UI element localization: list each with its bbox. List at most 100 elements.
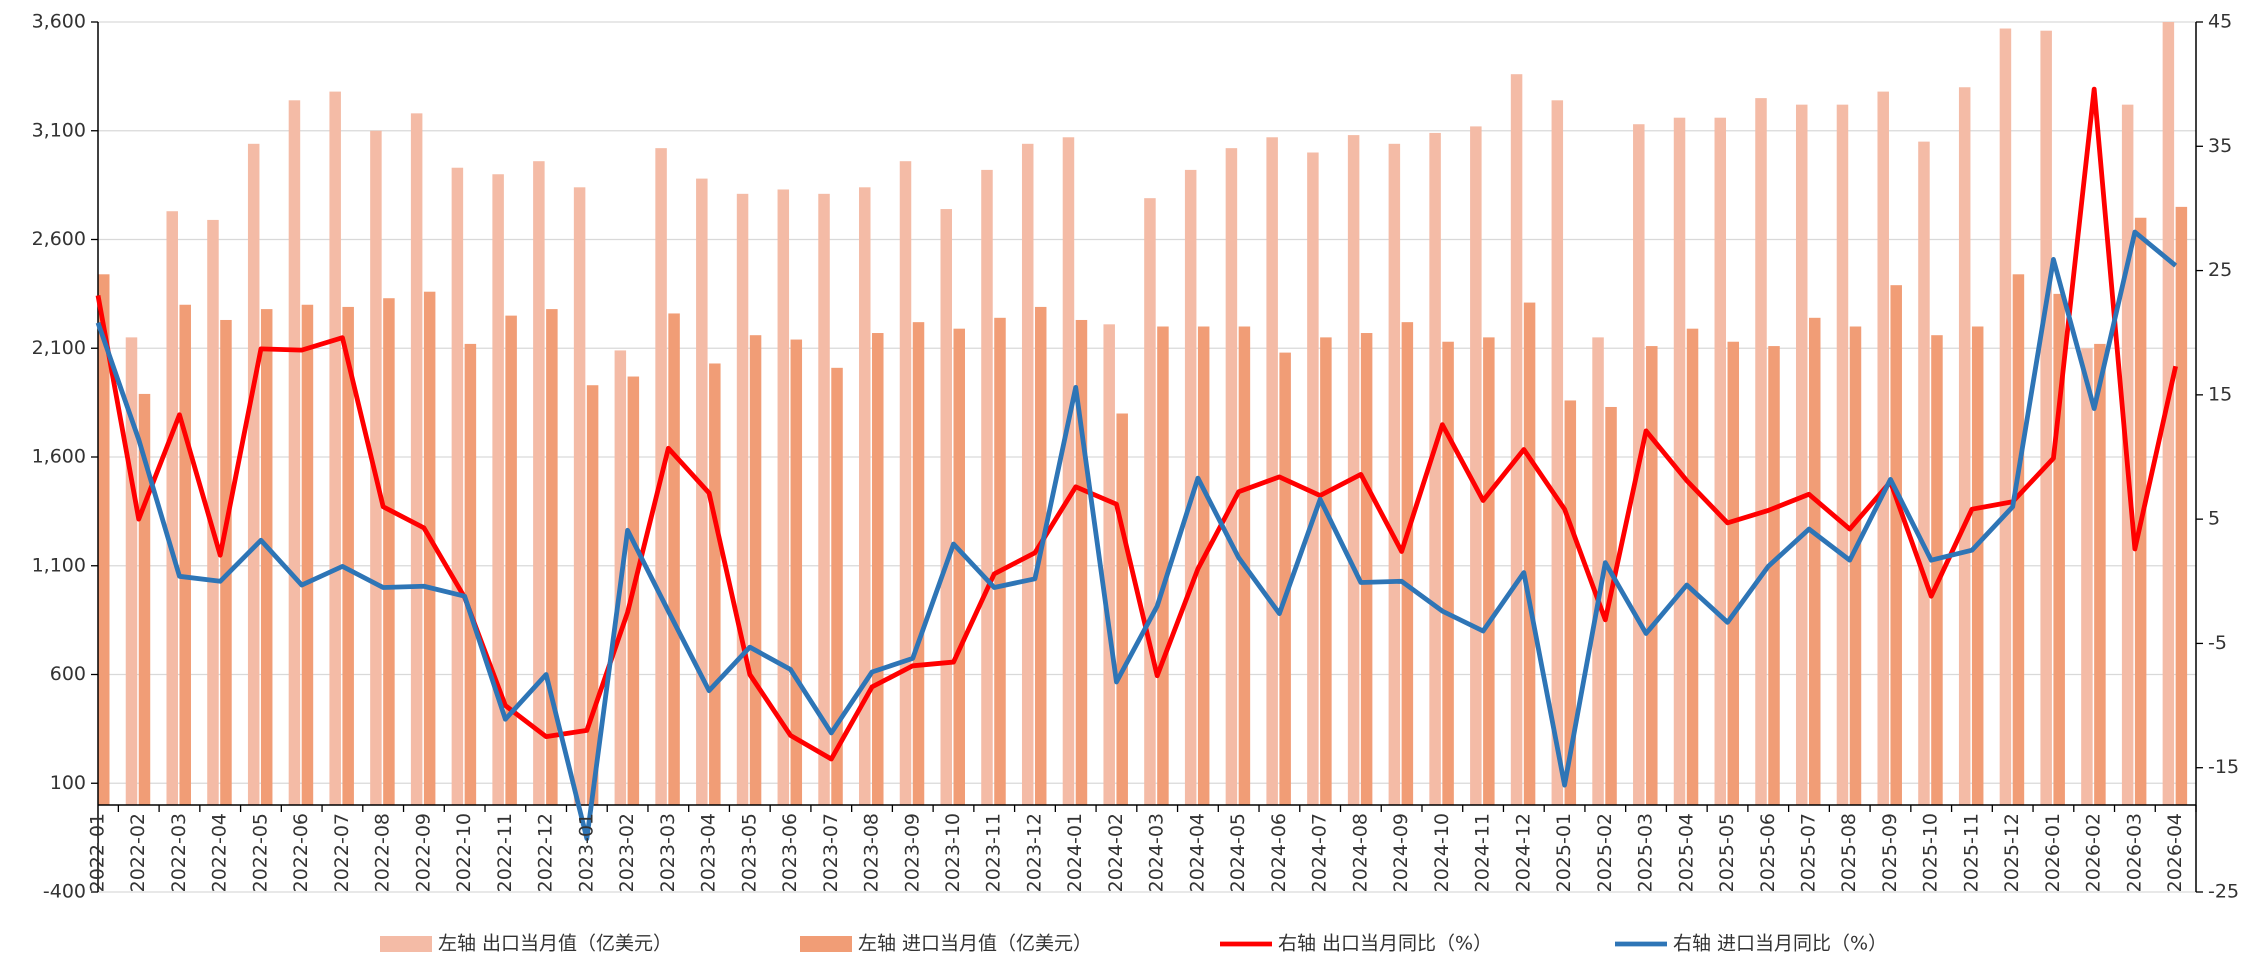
- x-tick-label: 2022-07: [331, 813, 353, 892]
- bar: [1021, 143, 1034, 806]
- bar: [1510, 74, 1523, 805]
- bar: [1931, 335, 1943, 805]
- bar: [2175, 206, 2188, 805]
- bar: [1605, 406, 1617, 805]
- x-tick-label: 2026-01: [2042, 813, 2064, 892]
- bar: [288, 100, 301, 806]
- bar: [994, 317, 1006, 805]
- bar: [1727, 341, 1740, 805]
- x-tick-label: 2026-04: [2164, 813, 2186, 892]
- bar: [533, 161, 545, 805]
- x-tick-label: 2025-09: [1879, 813, 1901, 892]
- x-tick-label: 2026-03: [2123, 813, 2145, 892]
- bar: [1320, 337, 1332, 805]
- bar: [818, 193, 830, 805]
- bar: [1116, 413, 1128, 805]
- bar: [777, 189, 790, 806]
- bar: [1592, 337, 1604, 805]
- bar: [1062, 137, 1075, 805]
- x-tick-label: 2022-02: [127, 813, 149, 892]
- bar: [1551, 100, 1564, 806]
- legend-label: 左轴 进口当月值（亿美元）: [858, 933, 1092, 955]
- x-tick-label: 2023-11: [983, 813, 1005, 892]
- x-tick-label: 2025-10: [1920, 813, 1942, 892]
- x-tick-label: 2024-12: [1512, 813, 1534, 892]
- x-tick-label: 2025-11: [1960, 813, 1982, 892]
- x-tick-label: 2024-03: [1146, 813, 1168, 892]
- bar: [2012, 274, 2025, 805]
- bar: [790, 339, 803, 805]
- bar: [1808, 317, 1821, 805]
- x-tick-label: 2022-09: [412, 813, 434, 892]
- bar: [1686, 328, 1699, 805]
- bar: [342, 306, 354, 805]
- x-tick-label: 2023-03: [657, 813, 679, 892]
- bar: [138, 393, 151, 805]
- x-tick-label: 2024-08: [1349, 813, 1371, 892]
- bar: [383, 298, 395, 805]
- bar: [166, 211, 178, 806]
- y2-tick-label: 15: [2208, 383, 2232, 405]
- y-tick-label: 3,100: [32, 119, 86, 141]
- bar: [2094, 343, 2106, 805]
- x-tick-label: 2025-03: [1635, 813, 1657, 892]
- line: [95, 86, 2178, 762]
- bar: [1523, 302, 1536, 805]
- bar: [505, 315, 517, 805]
- bar: [1849, 326, 1862, 805]
- y2-tick-label: 25: [2208, 259, 2232, 281]
- y-tick-label: 1,100: [32, 554, 86, 576]
- y-tick-label: 2,100: [32, 337, 86, 359]
- bar: [1768, 346, 1780, 805]
- bar: [2040, 30, 2052, 805]
- x-tick-label: 2023-07: [820, 813, 842, 892]
- y2-tick-label: 45: [2208, 11, 2232, 33]
- bar: [940, 209, 952, 806]
- bar: [953, 328, 965, 805]
- bar: [1360, 333, 1373, 805]
- bar: [1075, 319, 1088, 805]
- x-tick-label: 2025-01: [1553, 813, 1575, 892]
- bar: [1999, 28, 2012, 805]
- y2-tick-label: 35: [2208, 135, 2232, 157]
- x-tick-label: 2022-01: [87, 813, 109, 892]
- bars: [98, 22, 2188, 806]
- bar: [329, 91, 341, 806]
- bar: [98, 274, 110, 805]
- bar: [1442, 341, 1454, 805]
- x-tick-label: 2025-07: [1797, 813, 1819, 892]
- bar: [1483, 337, 1495, 805]
- bar: [709, 363, 721, 805]
- bar: [981, 169, 993, 805]
- x-tick-label: 2024-11: [1472, 813, 1494, 892]
- x-tick-label: 2024-06: [1268, 813, 1290, 892]
- x-tick-label: 2023-08: [861, 813, 883, 892]
- bar: [1646, 346, 1658, 805]
- bar: [220, 319, 232, 805]
- x-tick-label: 2025-08: [1838, 813, 1860, 892]
- x-tick-label: 2025-04: [1675, 813, 1697, 892]
- x-tick-label: 2023-01: [575, 813, 597, 892]
- x-tick-label: 2022-03: [168, 813, 190, 892]
- bar: [1279, 352, 1291, 805]
- bar: [1795, 104, 1808, 805]
- legend-swatch: [380, 936, 432, 952]
- y-tick-label: 1,600: [32, 446, 86, 468]
- line: [95, 229, 2178, 841]
- y-tick-label: -400: [43, 881, 86, 903]
- bar: [573, 187, 586, 806]
- x-tick-label: 2026-02: [2083, 813, 2105, 892]
- x-tick-label: 2023-06: [779, 813, 801, 892]
- y2-tick-label: -25: [2208, 881, 2239, 903]
- y2-tick-label: -5: [2208, 632, 2227, 654]
- x-tick-label: 2024-07: [1309, 813, 1331, 892]
- x-tick-label: 2023-09: [901, 813, 923, 892]
- x-tick-label: 2024-04: [1186, 813, 1208, 892]
- bar: [2053, 293, 2065, 805]
- y-tick-label: 3,600: [32, 11, 86, 33]
- y2-tick-label: -15: [2208, 756, 2239, 778]
- bar: [423, 291, 436, 805]
- bar: [2162, 22, 2175, 805]
- y-tick-label: 100: [50, 772, 86, 794]
- bar: [2134, 217, 2147, 805]
